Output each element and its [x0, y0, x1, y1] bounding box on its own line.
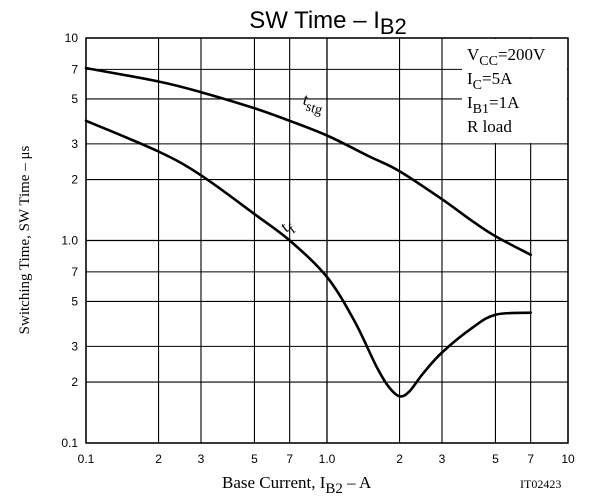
condition-tail: =200V	[498, 45, 546, 64]
y-tick-labels: 0.1 2 3 5 7 1.0 2 3 5 7 10	[61, 31, 78, 450]
y-tick-label: 5	[71, 294, 78, 308]
figure-id: IT02423	[520, 477, 561, 491]
x-tick-label: 3	[198, 452, 205, 466]
y-tick-label: 3	[71, 339, 78, 353]
condition-main: I	[467, 93, 473, 112]
condition-main: I	[467, 69, 473, 88]
y-tick-label: 1.0	[61, 234, 78, 248]
x-axis-label-main: Base Current, I	[222, 473, 326, 492]
y-axis-label: Switching Time, SW Time – μs	[17, 146, 33, 335]
condition-sub: C	[473, 78, 482, 93]
x-axis-label-sub: B2	[325, 481, 343, 497]
x-axis-label: Base Current, IB2 – A	[222, 473, 372, 497]
plot-area-frame	[85, 37, 569, 444]
condition-sub: B1	[473, 102, 489, 117]
y-tick-label: 3	[71, 137, 78, 151]
series-label-tf: tf	[277, 215, 299, 240]
y-tick-label: 2	[71, 375, 78, 389]
x-tick-labels: 0.1 2 3 5 7 1.0 2 3 5 7 10	[78, 452, 575, 466]
condition-tail: =1A	[489, 93, 520, 112]
y-tick-label: 7	[71, 62, 78, 76]
condition-tail: =5A	[482, 69, 513, 88]
x-tick-label: 5	[251, 452, 258, 466]
condition-main: R load	[467, 117, 512, 136]
x-tick-label: 7	[286, 452, 293, 466]
y-tick-label: 5	[71, 92, 78, 106]
condition-line: IB1=1A	[467, 93, 520, 117]
series-lines	[84, 66, 532, 398]
x-tick-label: 5	[492, 452, 499, 466]
x-tick-label: 2	[155, 452, 162, 466]
series-label-main: t	[301, 90, 311, 110]
condition-line: R load	[467, 117, 512, 136]
series-labels: tstg tf	[277, 90, 327, 240]
x-tick-label: 2	[396, 452, 403, 466]
x-tick-label: 7	[527, 452, 534, 466]
y-tick-label: 7	[71, 265, 78, 279]
chart-title: SW Time – IB2	[249, 7, 407, 39]
x-tick-label: 10	[561, 452, 575, 466]
x-tick-label: 3	[439, 452, 446, 466]
x-tick-label: 1.0	[319, 452, 336, 466]
condition-sub: CC	[479, 54, 498, 69]
conditions-background	[462, 39, 567, 143]
series-label-sub: stg	[304, 100, 324, 119]
condition-line: IC=5A	[467, 69, 513, 93]
chart-title-main: SW Time – I	[249, 7, 380, 34]
x-tick-label: 0.1	[78, 452, 95, 466]
y-tick-label: 0.1	[61, 436, 78, 450]
x-axis-label-tail: – A	[343, 473, 372, 492]
y-tick-label: 2	[71, 173, 78, 187]
condition-line: VCC=200V	[467, 45, 546, 69]
series-line-tstg	[84, 66, 532, 257]
condition-main: V	[467, 45, 480, 64]
chart-title-sub: B2	[380, 14, 407, 39]
series-line-tf	[84, 119, 532, 398]
series-label-tstg: tstg	[300, 90, 327, 119]
y-tick-label: 10	[65, 31, 79, 45]
